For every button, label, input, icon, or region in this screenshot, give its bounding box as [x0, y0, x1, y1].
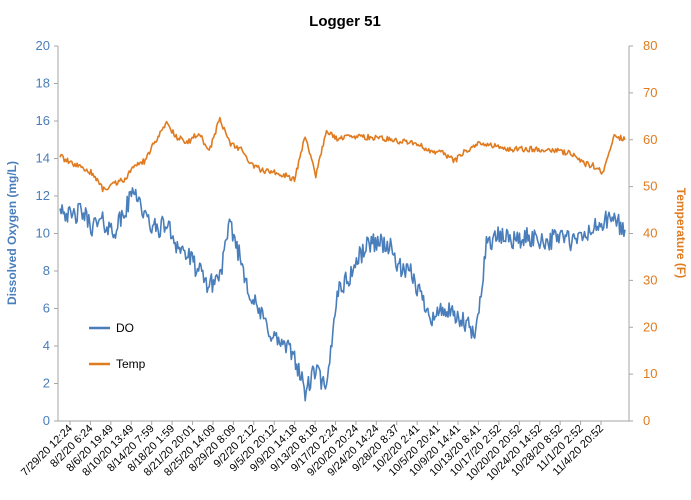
y-left-tick-label: 16	[36, 113, 50, 128]
y-left-axis-label: Dissolved Oxygen (mg/L)	[5, 161, 19, 305]
legend-temp-label: Temp	[116, 357, 146, 371]
y-right-tick-label: 40	[643, 226, 657, 241]
y-left-tick-label: 2	[43, 376, 50, 391]
y-left-tick-label: 12	[36, 188, 50, 203]
y-right-tick-label: 0	[643, 413, 650, 428]
series-line-do	[59, 187, 626, 402]
y-left-tick-label: 14	[36, 151, 50, 166]
y-left-ticks: 0 2 4 6 8 10 12 14 16 18 20	[36, 38, 58, 428]
y-left-tick-label: 6	[43, 301, 50, 316]
y-left-tick-label: 8	[43, 263, 50, 278]
y-right-tick-label: 80	[643, 38, 657, 53]
y-right-tick-label: 50	[643, 179, 657, 194]
y-right-tick-label: 10	[643, 366, 657, 381]
series-lines	[59, 116, 626, 402]
y-left-tick-label: 10	[36, 226, 50, 241]
legend-do-label: DO	[116, 321, 134, 335]
y-right-tick-label: 60	[643, 132, 657, 147]
series-line-temp	[59, 116, 626, 193]
y-left-tick-label: 4	[43, 338, 50, 353]
y-right-tick-label: 30	[643, 272, 657, 287]
y-left-tick-label: 0	[43, 413, 50, 428]
y-left-tick-label: 18	[36, 76, 50, 91]
y-right-tick-label: 70	[643, 85, 657, 100]
y-right-ticks: 0 10 20 30 40 50 60 70 80	[629, 38, 657, 428]
y-right-tick-label: 20	[643, 319, 657, 334]
y-left-tick-label: 20	[36, 38, 50, 53]
y-right-axis-label: Temperature (F)	[674, 188, 688, 278]
x-ticks: 7/29/20 12:248/2/20 6:248/6/20 19:498/10…	[19, 421, 606, 483]
legend: DO Temp	[89, 321, 146, 371]
chart-title: Logger 51	[309, 13, 381, 30]
